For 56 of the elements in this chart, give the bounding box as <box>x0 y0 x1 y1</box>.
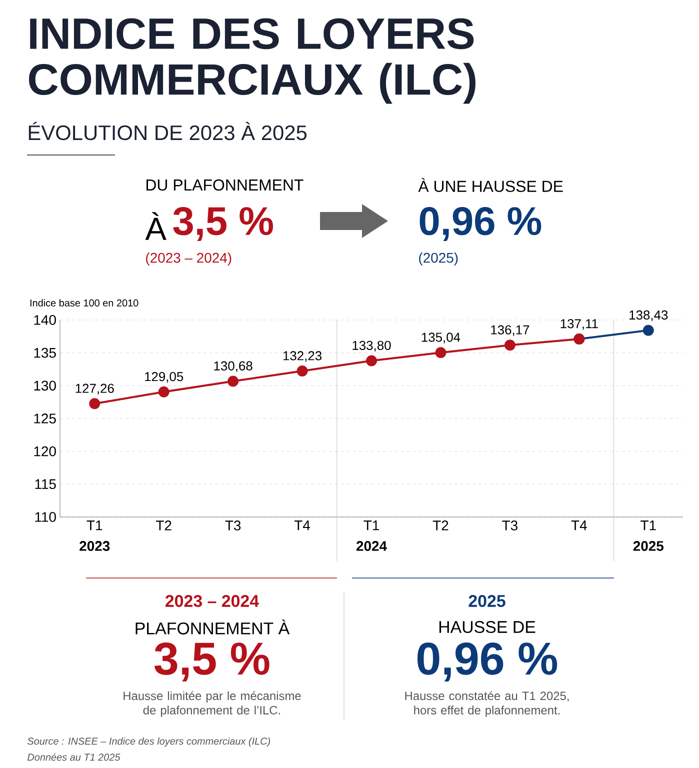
y-tick-label: 135 <box>34 348 56 358</box>
point <box>504 340 516 351</box>
point <box>228 376 239 387</box>
point <box>158 386 170 398</box>
y-tick-label: 115 <box>35 479 56 490</box>
text: 0,96 % <box>420 207 542 242</box>
data-label: 127,26 <box>76 384 114 394</box>
data-label: 130,68 <box>214 361 252 372</box>
text: 2025 <box>633 541 664 551</box>
text: Hausse limitée par le mécanisme de plafonnement de l’ILC. <box>124 691 301 717</box>
x-tick-label: T4 <box>294 520 310 530</box>
data-label: 137,11 <box>560 319 598 330</box>
text: PLAFONNEMENT À <box>136 620 290 634</box>
text: 3,5 % <box>173 207 274 242</box>
x-tick-label: T3 <box>225 520 241 530</box>
point <box>296 366 308 377</box>
x-tick-label: T4 <box>571 520 587 530</box>
point <box>366 355 377 366</box>
y-tick-label: 140 <box>34 315 56 325</box>
data-label: 136,17 <box>491 325 530 336</box>
data-label: 135,04 <box>422 332 460 344</box>
y-axis-title: Indice base 100 en 2010 <box>30 299 138 306</box>
y-tick-label: 130 <box>34 380 56 391</box>
text: HAUSSE DE <box>439 621 536 634</box>
text: À <box>145 212 166 240</box>
text: 2023 – 2024 <box>166 595 259 608</box>
chart-title: INDICE DES LOYERS COMMERCIAUX (ILC) <box>28 18 476 104</box>
chart-subtitle: ÉVOLUTION DE 2023 À 2025 <box>28 122 307 140</box>
point <box>435 347 446 358</box>
text: DU PLAFONNEMENT <box>146 179 304 191</box>
text: À UNE HAUSSE DE <box>418 178 563 192</box>
data-label: 132,23 <box>283 351 322 362</box>
text: (2023 – 2024) <box>146 252 232 266</box>
text: (2025) <box>419 252 458 266</box>
text: Données au T1 2025 <box>28 753 120 761</box>
y-tick-label: 125 <box>34 414 56 424</box>
x-tick-label: T1 <box>640 520 656 530</box>
text: 0,96 % <box>417 642 558 682</box>
source-note: Source : INSEE – Indice des loyers commerciaux (ILC) <box>27 737 270 747</box>
y-tick-label: 110 <box>35 512 56 522</box>
text: 2025 <box>468 595 506 608</box>
x-tick-label: T1 <box>86 520 102 530</box>
x-tick-label: T2 <box>432 520 448 530</box>
data-label: 138,43 <box>630 310 668 322</box>
data-label: 133,80 <box>352 340 391 352</box>
text: 2023 <box>80 541 110 551</box>
x-tick-label: T1 <box>364 520 379 530</box>
x-tick-label: T2 <box>156 520 172 530</box>
text: 2024 <box>356 541 387 551</box>
point <box>642 324 654 336</box>
x-tick-label: T3 <box>502 520 518 530</box>
point <box>89 398 100 410</box>
data-label: 129,05 <box>145 372 184 383</box>
y-tick-label: 120 <box>34 446 56 456</box>
text: 3,5 % <box>154 642 270 682</box>
text: Hausse constatée au T1 2025, hors effet de plafonnement. <box>405 691 569 717</box>
